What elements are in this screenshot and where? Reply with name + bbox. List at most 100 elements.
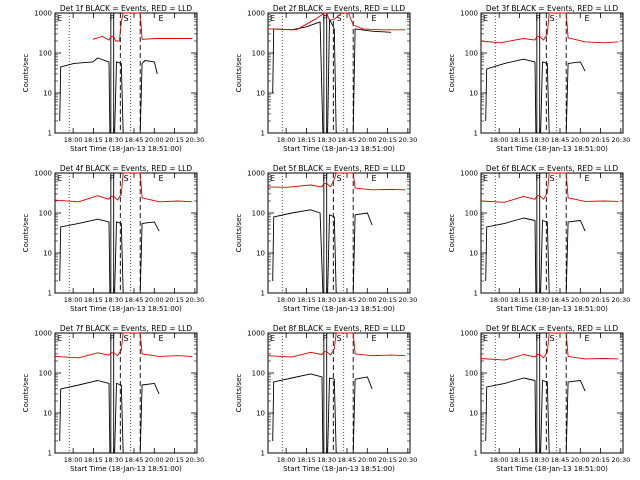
- x-tick-label: 18:30: [530, 296, 549, 304]
- detector-panel-9: Det 9f BLACK = Events, RED = LLD 1 10 100 10…: [448, 324, 630, 473]
- plot-frame: [480, 332, 624, 454]
- series-line-lld: [267, 332, 406, 358]
- interval-marker: E: [371, 174, 376, 183]
- detector-panel-1: Det 1f BLACK = Events, RED = LLD 1 10 100 10…: [22, 4, 204, 153]
- series-line-events: [272, 18, 392, 134]
- y-tick-label: 10: [469, 250, 478, 258]
- interval-marker: E: [158, 14, 163, 23]
- x-tick-label: 18:15: [297, 296, 316, 304]
- y-tick-label: 1: [474, 130, 478, 138]
- panel-title: Det 9f BLACK = Events, RED = LLD: [486, 324, 619, 333]
- series-line-lld: [480, 172, 619, 203]
- y-tick-label: 100: [252, 210, 265, 218]
- x-tick-label: 18:45: [125, 296, 144, 304]
- x-tick-label: 18:15: [84, 456, 103, 464]
- x-axis-label: Start Time (18-Jan-13 18:51:00): [70, 145, 182, 153]
- y-axis-label: Counts/sec: [448, 54, 456, 93]
- x-tick-label: 20:15: [591, 296, 610, 304]
- x-tick-label: 20:00: [571, 456, 590, 464]
- interval-marker: F: [109, 14, 114, 23]
- y-tick-label: 1: [261, 290, 265, 298]
- interval-marker: E: [371, 334, 376, 343]
- interval-marker: S: [336, 174, 341, 183]
- y-axis-label: Counts/sec: [22, 374, 30, 413]
- plot-frame: [54, 12, 198, 134]
- y-axis-label: Counts/sec: [235, 374, 243, 413]
- x-tick-label: 20:15: [165, 456, 184, 464]
- y-tick-label: 10: [469, 410, 478, 418]
- interval-marker: F: [535, 334, 540, 343]
- panel-title: Det 1f BLACK = Events, RED = LLD: [60, 4, 193, 13]
- x-tick-label: 18:30: [104, 136, 123, 144]
- y-axis-label: Counts/sec: [448, 374, 456, 413]
- interval-marker: E: [158, 334, 163, 343]
- x-tick-label: 18:00: [64, 136, 83, 144]
- y-tick-label: 10: [256, 250, 265, 258]
- x-tick-label: 18:45: [338, 136, 357, 144]
- detector-panel-4: Det 4f BLACK = Events, RED = LLD 1 10 100 10…: [22, 164, 204, 313]
- y-tick-label: 10: [256, 410, 265, 418]
- x-tick-label: 18:15: [297, 456, 316, 464]
- y-tick-label: 10: [43, 90, 52, 98]
- x-tick-label: 20:30: [185, 136, 204, 144]
- x-tick-label: 18:45: [551, 296, 570, 304]
- interval-marker-left: E: [270, 174, 275, 183]
- x-axis-label: Start Time (18-Jan-13 18:51:00): [283, 465, 395, 473]
- x-tick-label: 20:00: [145, 296, 164, 304]
- x-tick-label: 18:45: [125, 136, 144, 144]
- y-tick-label: 1000: [460, 330, 478, 338]
- y-axis-label: Counts/sec: [22, 54, 30, 93]
- y-tick-label: 1: [261, 130, 265, 138]
- x-axis-label: Start Time (18-Jan-13 18:51:00): [496, 305, 608, 313]
- x-tick-label: 18:00: [277, 296, 296, 304]
- interval-marker: E: [584, 174, 589, 183]
- y-tick-label: 100: [252, 50, 265, 58]
- x-tick-label: 18:45: [338, 456, 357, 464]
- y-axis-label: Counts/sec: [235, 214, 243, 253]
- x-tick-label: 20:15: [378, 456, 397, 464]
- interval-marker: S: [336, 334, 341, 343]
- interval-marker-left: E: [270, 14, 275, 23]
- plot-frame: [267, 332, 411, 454]
- x-tick-label: 18:45: [125, 456, 144, 464]
- y-tick-label: 1: [474, 450, 478, 458]
- x-tick-label: 20:15: [165, 296, 184, 304]
- y-axis-label: Counts/sec: [235, 54, 243, 93]
- series-line-lld: [267, 12, 406, 31]
- y-tick-label: 10: [469, 90, 478, 98]
- y-tick-label: 1: [48, 290, 52, 298]
- series-line-events: [59, 218, 160, 294]
- plot-frame: [480, 172, 624, 294]
- series-line-lld: [92, 12, 193, 42]
- interval-marker: F: [109, 334, 114, 343]
- x-tick-label: 20:00: [145, 456, 164, 464]
- series-line-events: [485, 217, 586, 294]
- x-tick-label: 18:00: [490, 136, 509, 144]
- y-tick-label: 1000: [34, 330, 52, 338]
- x-tick-label: 18:00: [490, 456, 509, 464]
- series-line-lld: [267, 172, 406, 191]
- interval-marker-left: E: [483, 14, 488, 23]
- y-tick-label: 1000: [460, 10, 478, 18]
- panel-title: Det 4f BLACK = Events, RED = LLD: [60, 164, 193, 173]
- y-tick-label: 1000: [247, 170, 265, 178]
- x-tick-label: 20:00: [358, 136, 377, 144]
- interval-marker: F: [535, 14, 540, 23]
- y-tick-label: 100: [252, 370, 265, 378]
- y-tick-label: 10: [43, 250, 52, 258]
- y-tick-label: 100: [39, 210, 52, 218]
- series-line-events: [272, 373, 373, 454]
- detector-panel-2: Det 2f BLACK = Events, RED = LLD 1 10 100 10…: [235, 4, 417, 153]
- x-tick-label: 20:30: [611, 136, 630, 144]
- panel-title: Det 2f BLACK = Events, RED = LLD: [273, 4, 406, 13]
- interval-marker: F: [322, 174, 327, 183]
- x-tick-label: 18:15: [510, 136, 529, 144]
- y-tick-label: 10: [256, 90, 265, 98]
- x-tick-label: 20:15: [591, 136, 610, 144]
- series-line-lld: [54, 172, 193, 203]
- series-line-events: [59, 380, 160, 454]
- x-tick-label: 18:30: [104, 456, 123, 464]
- series-line-lld: [54, 332, 193, 359]
- y-tick-label: 1: [48, 450, 52, 458]
- interval-marker: E: [158, 174, 163, 183]
